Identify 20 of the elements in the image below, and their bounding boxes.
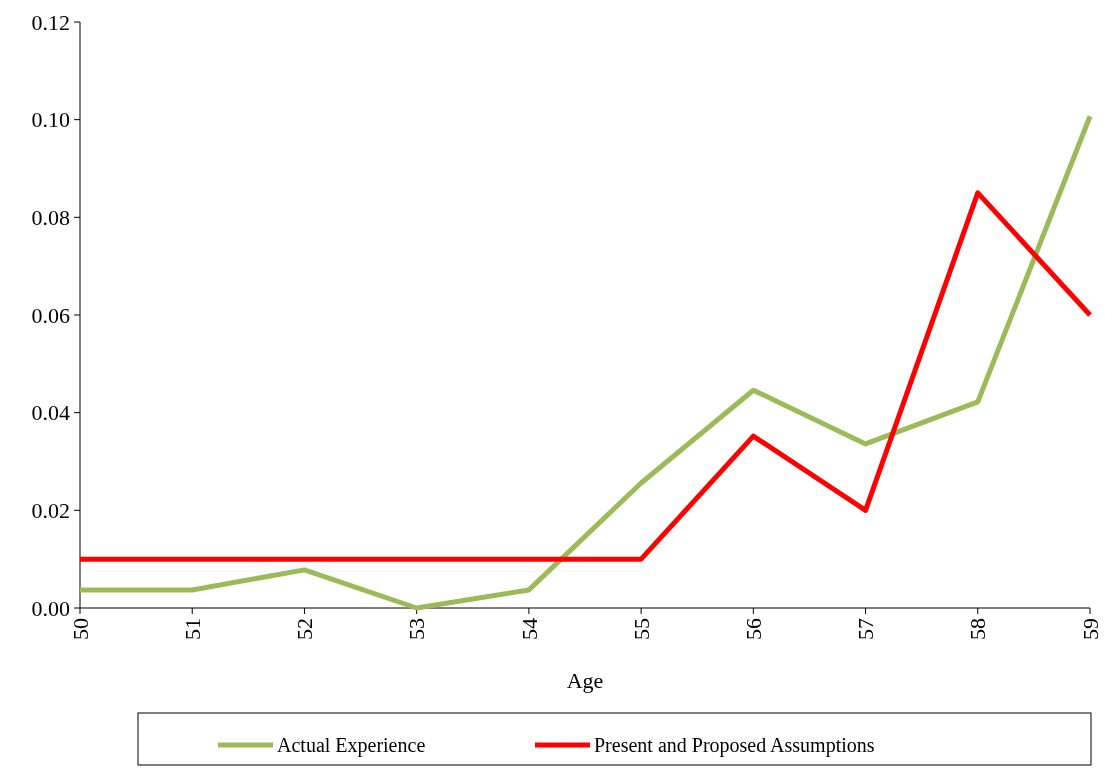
x-tick-label: 53 xyxy=(404,618,430,640)
x-tick-label: 56 xyxy=(741,618,767,640)
x-tick-label: 55 xyxy=(628,618,654,640)
x-tick-label: 58 xyxy=(965,618,991,640)
y-tick-label: 0.08 xyxy=(31,205,70,231)
x-axis-title: Age xyxy=(566,668,604,693)
x-tick-label: 52 xyxy=(292,618,318,640)
x-tick-label: 59 xyxy=(1077,618,1103,640)
y-tick-label: 0.10 xyxy=(31,107,70,133)
x-tick-label: 54 xyxy=(516,618,542,640)
x-tick-label: 50 xyxy=(67,618,93,640)
x-tick-label: 51 xyxy=(179,618,205,640)
x-tick-label: 57 xyxy=(853,618,879,640)
y-tick-label: 0.06 xyxy=(31,302,70,328)
y-tick-label: 0.00 xyxy=(31,595,70,621)
legend-label: Actual Experience xyxy=(277,734,426,757)
y-tick-label: 0.02 xyxy=(31,498,70,524)
y-tick-label: 0.04 xyxy=(31,400,70,426)
legend-label: Present and Proposed Assumptions xyxy=(594,734,875,757)
y-tick-label: 0.12 xyxy=(31,9,70,35)
